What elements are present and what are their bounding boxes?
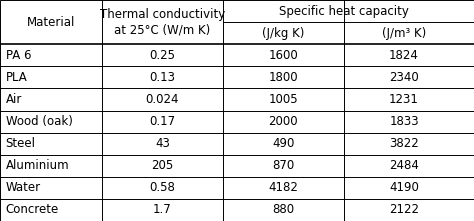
Bar (102, 199, 223, 221)
Bar (102, 110, 223, 133)
Text: Concrete: Concrete (6, 204, 59, 216)
Bar (0, 199, 102, 221)
Bar (0, 44, 102, 66)
Text: Steel: Steel (6, 137, 36, 150)
Text: 870: 870 (272, 159, 294, 172)
Bar (102, 133, 223, 155)
Bar (223, 66, 344, 88)
Bar (102, 44, 223, 66)
Text: 1800: 1800 (268, 71, 298, 84)
Text: PLA: PLA (6, 71, 27, 84)
Text: 880: 880 (272, 204, 294, 216)
Text: 2000: 2000 (268, 115, 298, 128)
Bar (344, 177, 465, 199)
Bar (223, 88, 344, 110)
Bar (0, 133, 102, 155)
Text: Material: Material (27, 16, 75, 29)
Bar (223, 155, 344, 177)
Text: PA 6: PA 6 (6, 49, 31, 62)
Text: 2484: 2484 (389, 159, 419, 172)
Text: 43: 43 (155, 137, 170, 150)
Bar (0, 66, 102, 88)
Text: 0.25: 0.25 (149, 49, 175, 62)
Text: 1833: 1833 (389, 115, 419, 128)
Text: 3822: 3822 (389, 137, 419, 150)
Bar (344, 88, 465, 110)
Bar (0, 177, 102, 199)
Text: 4190: 4190 (389, 181, 419, 194)
Bar (223, 177, 344, 199)
Text: 1005: 1005 (268, 93, 298, 106)
Text: Wood (oak): Wood (oak) (6, 115, 73, 128)
Text: Aluminium: Aluminium (6, 159, 69, 172)
Bar (0, 110, 102, 133)
Text: Specific heat capacity: Specific heat capacity (279, 5, 409, 17)
Bar (344, 133, 465, 155)
Bar (344, 66, 465, 88)
Bar (223, 110, 344, 133)
Text: 490: 490 (272, 137, 294, 150)
Bar (0, 0, 474, 44)
Bar (0, 88, 102, 110)
Text: 2122: 2122 (389, 204, 419, 216)
Text: 1600: 1600 (268, 49, 298, 62)
Text: 0.17: 0.17 (149, 115, 175, 128)
Bar (102, 66, 223, 88)
Text: (J/m³ K): (J/m³ K) (382, 27, 426, 40)
Text: (J/kg K): (J/kg K) (262, 27, 304, 40)
Text: 1.7: 1.7 (153, 204, 172, 216)
Text: 4182: 4182 (268, 181, 298, 194)
Text: Water: Water (6, 181, 41, 194)
Bar (102, 177, 223, 199)
Bar (223, 199, 344, 221)
Text: 2340: 2340 (389, 71, 419, 84)
Bar (344, 44, 465, 66)
Text: 0.13: 0.13 (149, 71, 175, 84)
Text: 1824: 1824 (389, 49, 419, 62)
Text: 205: 205 (151, 159, 173, 172)
Text: Thermal conductivity
at 25°C (W/m K): Thermal conductivity at 25°C (W/m K) (100, 8, 225, 36)
Bar (344, 155, 465, 177)
Bar (223, 133, 344, 155)
Text: 0.024: 0.024 (146, 93, 179, 106)
Text: 1231: 1231 (389, 93, 419, 106)
Bar (344, 110, 465, 133)
Bar (223, 44, 344, 66)
Bar (102, 155, 223, 177)
Bar (0, 155, 102, 177)
Bar (344, 199, 465, 221)
Bar (102, 88, 223, 110)
Text: Air: Air (6, 93, 22, 106)
Text: 0.58: 0.58 (149, 181, 175, 194)
